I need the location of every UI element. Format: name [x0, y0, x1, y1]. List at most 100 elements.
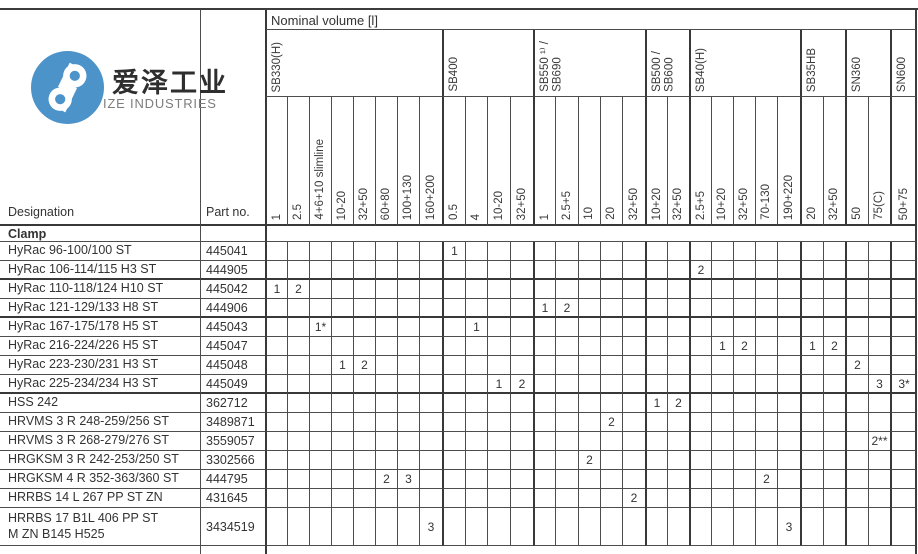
qty-cell [265, 375, 287, 394]
qty-cell [890, 508, 916, 546]
qty-cell [600, 451, 622, 470]
designation-cell: HyRac 106-114/115 H3 ST [0, 261, 200, 280]
qty-cell [265, 318, 287, 337]
qty-cell [733, 261, 755, 280]
qty-cell [667, 375, 689, 394]
volume-col-header-label: 20 [806, 207, 819, 220]
qty-cell [419, 318, 442, 337]
qty-cell [667, 413, 689, 432]
section-row-part-cell [200, 226, 265, 242]
qty-cell [600, 261, 622, 280]
designation-cell: HyRac 225-234/234 H3 ST [0, 375, 200, 394]
qty-cell [487, 299, 510, 318]
designation-cell: HyRac 223-230/231 H3 ST [0, 356, 200, 375]
qty-cell [777, 470, 800, 489]
qty-cell [800, 470, 823, 489]
qty-cell [510, 432, 533, 451]
qty-cell [845, 280, 868, 299]
qty-cell [555, 394, 578, 413]
volume-col-header: 2.5+5 [689, 97, 711, 226]
qty-cell [711, 280, 733, 299]
qty-cell [487, 337, 510, 356]
volume-col-header: 50 [845, 97, 868, 226]
qty-cell [287, 337, 309, 356]
group-header-sb550-sb690: SB550 ¹⁾ / SB690 [533, 30, 645, 97]
qty-cell [823, 470, 845, 489]
qty-cell [465, 394, 487, 413]
qty-cell [890, 470, 916, 489]
qty-cell [331, 470, 353, 489]
qty-cell [487, 508, 510, 546]
qty-cell [645, 318, 667, 337]
qty-cell [823, 394, 845, 413]
qty-cell: 1* [309, 318, 331, 337]
qty-cell [600, 394, 622, 413]
qty-cell [667, 508, 689, 546]
volume-col-header: 160+200 [419, 97, 442, 226]
qty-cell [487, 242, 510, 261]
qty-cell [689, 489, 711, 508]
group-header-sn600-label: SN600 [896, 56, 908, 92]
qty-cell [890, 394, 916, 413]
qty-cell [487, 489, 510, 508]
qty-cell [578, 375, 600, 394]
qty-cell [487, 394, 510, 413]
qty-cell [309, 375, 331, 394]
section-header-clamp: Clamp [0, 226, 200, 242]
qty-cell [777, 451, 800, 470]
volume-col-header: 10+20 [645, 97, 667, 226]
qty-cell [465, 375, 487, 394]
qty-cell [667, 261, 689, 280]
qty-cell [845, 375, 868, 394]
qty-cell [689, 413, 711, 432]
designation-cell: HRGKSM 4 R 352-363/360 ST [0, 470, 200, 489]
qty-cell [510, 299, 533, 318]
qty-cell [287, 394, 309, 413]
volume-col-header: 60+80 [375, 97, 397, 226]
qty-cell [777, 261, 800, 280]
qty-cell [533, 318, 555, 337]
qty-cell [689, 375, 711, 394]
volume-col-header: 4 [465, 97, 487, 226]
qty-cell [555, 280, 578, 299]
qty-cell [309, 356, 331, 375]
qty-cell [533, 451, 555, 470]
qty-cell [487, 356, 510, 375]
qty-cell: 2 [622, 489, 645, 508]
qty-cell-label: 3 [405, 472, 412, 486]
qty-cell: 2 [353, 356, 375, 375]
qty-cell [645, 280, 667, 299]
qty-cell [555, 242, 578, 261]
nominal-volume-header: Nominal volume [l] [265, 10, 916, 30]
volume-col-header-label: 50 [851, 207, 864, 220]
qty-cell [442, 394, 465, 413]
qty-cell [800, 356, 823, 375]
qty-cell [578, 242, 600, 261]
qty-cell [689, 451, 711, 470]
qty-cell-label: 2 [763, 472, 770, 486]
qty-cell [755, 432, 777, 451]
qty-cell [777, 489, 800, 508]
qty-cell [600, 242, 622, 261]
designation-cell-label: HyRac 121-129/133 H8 ST [8, 299, 159, 314]
qty-cell [868, 394, 890, 413]
qty-cell [689, 394, 711, 413]
qty-cell [755, 394, 777, 413]
qty-cell [868, 318, 890, 337]
qty-cell [578, 356, 600, 375]
qty-cell [265, 489, 287, 508]
qty-cell [510, 337, 533, 356]
qty-cell [868, 470, 890, 489]
qty-cell [510, 394, 533, 413]
qty-cell [331, 489, 353, 508]
designation-cell: HRVMS 3 R 248-259/256 ST [0, 413, 200, 432]
qty-cell [465, 280, 487, 299]
qty-cell [442, 375, 465, 394]
qty-cell [689, 318, 711, 337]
qty-cell [868, 508, 890, 546]
qty-cell [645, 413, 667, 432]
part-no-cell-label: 445043 [206, 320, 248, 334]
volume-col-header: 75(C) [868, 97, 890, 226]
qty-cell [800, 318, 823, 337]
qty-cell-label: 2 [361, 358, 368, 372]
